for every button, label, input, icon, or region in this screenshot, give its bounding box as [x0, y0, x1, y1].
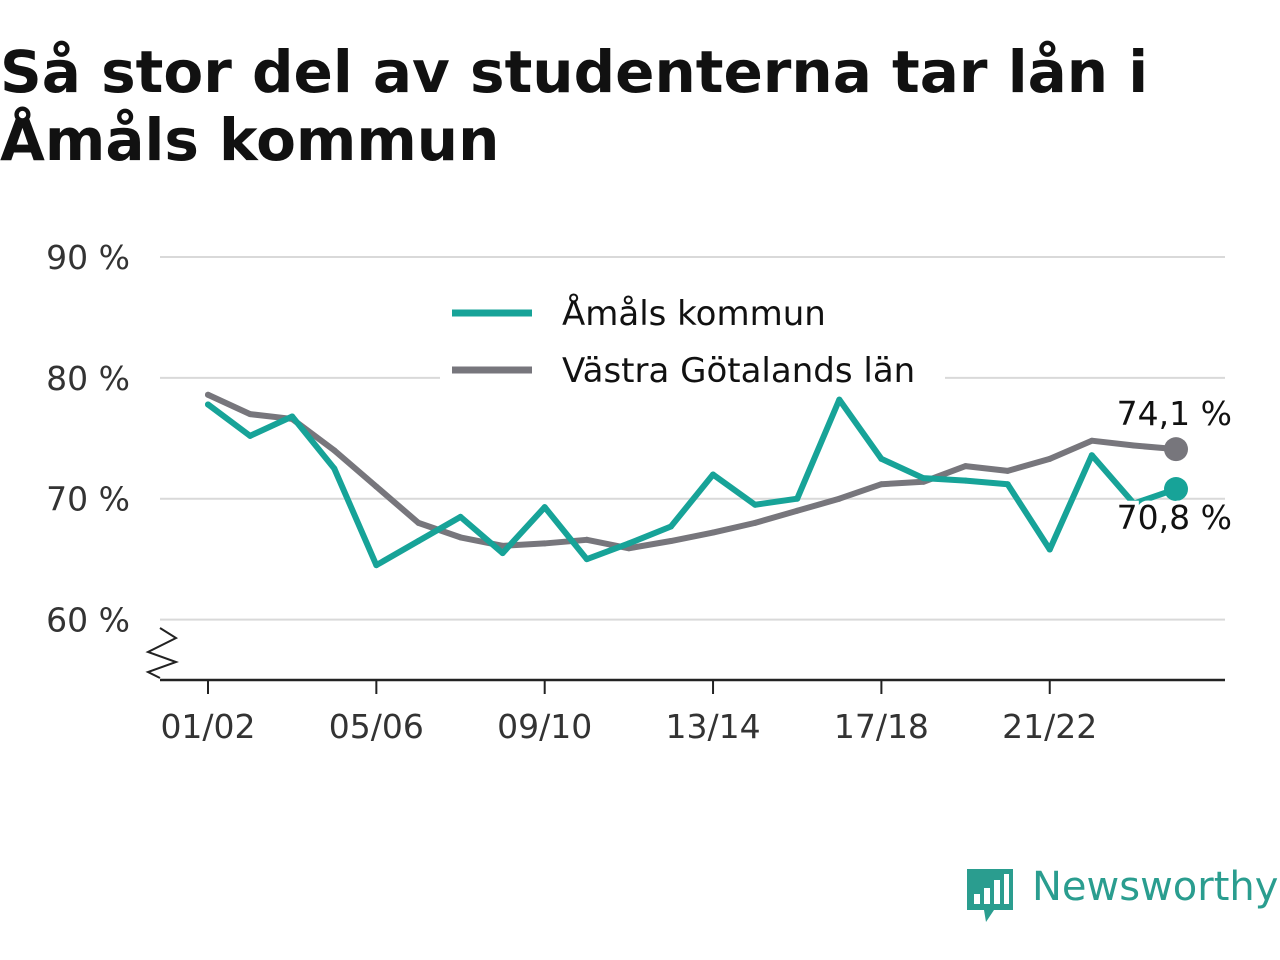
x-axis-ticks: 01/02 05/06 09/10 13/14 17/18 21/22 — [160, 680, 1097, 746]
end-value-label: 70,8 % — [1117, 498, 1232, 537]
data-point — [499, 550, 506, 557]
legend-label: Västra Götalands län — [562, 351, 915, 391]
data-point — [836, 495, 843, 502]
data-point — [1088, 437, 1095, 444]
data-point — [1004, 481, 1011, 488]
series-line-1 — [205, 391, 1179, 552]
data-point — [289, 413, 296, 420]
data-point — [625, 540, 632, 547]
data-point — [541, 540, 548, 547]
x-tick-label: 21/22 — [1002, 707, 1097, 746]
data-point — [373, 483, 380, 490]
end-value-label: 74,1 % — [1117, 394, 1232, 433]
brand-name: Newsworthy — [1032, 864, 1279, 910]
data-point — [583, 536, 590, 543]
data-point — [331, 447, 338, 454]
y-tick-label: 70 % — [46, 480, 130, 519]
series-line-0 — [205, 396, 1179, 569]
data-point — [373, 562, 380, 569]
data-point — [247, 432, 254, 439]
data-point — [878, 455, 885, 462]
data-point — [331, 465, 338, 472]
x-tick-label: 05/06 — [329, 707, 424, 746]
data-point — [920, 475, 927, 482]
data-point — [752, 501, 759, 508]
data-point — [667, 523, 674, 530]
data-point — [962, 463, 969, 470]
data-point — [1046, 546, 1053, 553]
legend: Åmåls kommun Västra Götalands län — [440, 286, 945, 394]
data-point — [415, 538, 422, 545]
data-point — [247, 411, 254, 418]
data-point — [752, 519, 759, 526]
data-point — [667, 538, 674, 545]
data-point — [1130, 442, 1137, 449]
data-point — [1088, 452, 1095, 459]
y-tick-label: 60 % — [46, 601, 130, 640]
x-axis — [145, 627, 1225, 682]
data-point — [457, 513, 464, 520]
data-point — [205, 401, 211, 408]
data-point — [878, 481, 885, 488]
data-point — [1004, 467, 1011, 474]
data-point — [794, 507, 801, 514]
x-tick-label: 13/14 — [665, 707, 760, 746]
data-point — [710, 471, 717, 478]
x-tick-label: 17/18 — [834, 707, 929, 746]
data-point — [1130, 500, 1137, 507]
data-point — [583, 556, 590, 563]
axis-break-marker — [145, 627, 179, 679]
data-point — [415, 519, 422, 526]
newsworthy-logo: Newsworthy — [964, 862, 1280, 932]
y-tick-label: 90 % — [46, 238, 130, 277]
data-point — [710, 529, 717, 536]
legend-label: Åmåls kommun — [562, 293, 826, 334]
data-point — [836, 396, 843, 403]
end-labels: 70,8 % 74,1 % — [1113, 390, 1236, 541]
y-axis-ticks: 60 % 70 % 80 % 90 % — [46, 238, 130, 640]
chart-title: Så stor del av studenterna tar lån i Åmå… — [0, 38, 1149, 174]
end-point-marker — [1164, 477, 1188, 502]
x-tick-label: 09/10 — [497, 707, 592, 746]
data-point — [541, 504, 548, 511]
legend-background — [440, 286, 945, 394]
data-point — [1046, 455, 1053, 462]
end-point-marker — [1164, 437, 1188, 462]
x-tick-label: 01/02 — [160, 707, 255, 746]
data-point — [794, 495, 801, 502]
series-lines — [205, 391, 1188, 569]
newsworthy-logo-icon — [967, 869, 1013, 922]
data-point — [457, 534, 464, 541]
y-tick-label: 80 % — [46, 359, 130, 398]
data-point — [962, 477, 969, 484]
data-point — [205, 391, 211, 398]
